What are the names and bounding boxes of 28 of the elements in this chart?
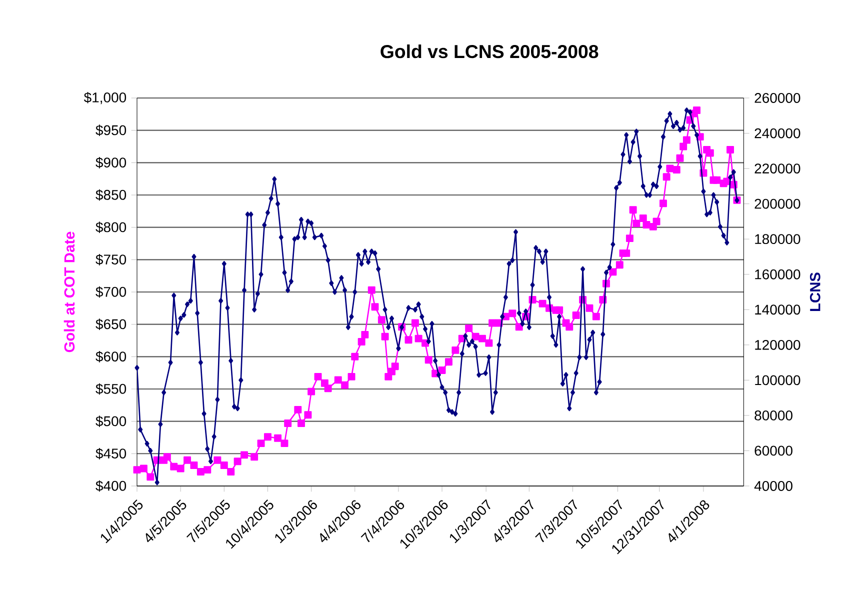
y2-tick-label: 140000 xyxy=(755,304,800,315)
y2-tick-label: 40000 xyxy=(754,481,792,491)
y-axis-title: Gold at COT Date xyxy=(64,232,75,352)
y-tick-label: $950 xyxy=(96,124,126,136)
y-tick-label: $650 xyxy=(96,318,126,330)
y-tick-label: $700 xyxy=(96,286,126,298)
y-tick-label: $550 xyxy=(96,383,126,395)
y2-tick-label: 240000 xyxy=(754,128,800,138)
y-tick-label: $450 xyxy=(96,448,126,460)
y-tick-label: $600 xyxy=(96,351,126,362)
y2-tick-label: 260000 xyxy=(754,93,800,103)
y-tick-label: $400 xyxy=(96,480,126,492)
y2-tick-label: 60000 xyxy=(754,446,792,456)
y-tick-label: $500 xyxy=(96,416,126,427)
y2-tick-label: 80000 xyxy=(754,410,792,420)
y2-tick-label: 180000 xyxy=(755,234,800,244)
y-tick-label: $1,000 xyxy=(84,92,126,104)
y2-tick-label: 100000 xyxy=(755,375,800,386)
y-tick-label: $800 xyxy=(96,222,126,233)
y-tick-label: $900 xyxy=(96,157,126,168)
y-tick-label: $850 xyxy=(96,189,126,201)
y2-tick-label: 220000 xyxy=(754,164,800,174)
y-tick-label: $750 xyxy=(96,254,126,266)
y2-axis-title: LCNS xyxy=(810,272,820,311)
chart-title: Gold vs LCNS 2005-2008 xyxy=(380,44,598,58)
y2-tick-label: 120000 xyxy=(755,340,800,350)
y2-tick-label: 160000 xyxy=(755,269,800,280)
y2-tick-label: 200000 xyxy=(754,198,800,209)
